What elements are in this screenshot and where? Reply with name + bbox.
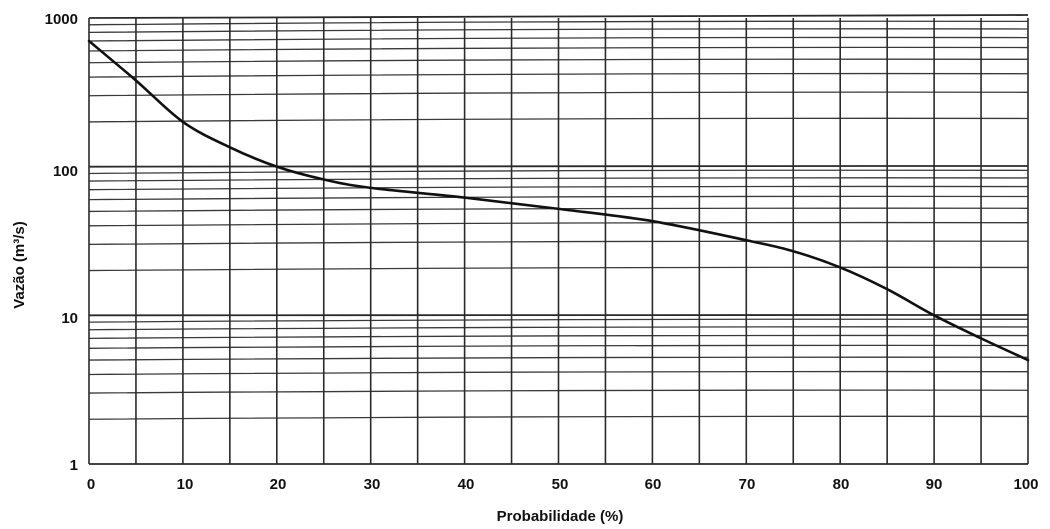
flow-duration-curve bbox=[87, 39, 1030, 362]
x-tick-label-20: 20 bbox=[270, 476, 287, 493]
y-tick-label-100: 100 bbox=[53, 163, 78, 180]
x-tick-label-50: 50 bbox=[552, 476, 569, 493]
x-tick-label-80: 80 bbox=[833, 476, 850, 493]
y-tick-label-10: 10 bbox=[61, 310, 78, 327]
x-tick-label-10: 10 bbox=[177, 476, 194, 493]
x-tick-label-30: 30 bbox=[364, 476, 381, 493]
x-tick-label-70: 70 bbox=[739, 476, 756, 493]
x-tick-label-0: 0 bbox=[87, 476, 95, 493]
x-tick-labels: 0 10 20 30 40 50 60 70 80 90 100 bbox=[87, 476, 1039, 493]
x-axis-title: Probabilidade (%) bbox=[497, 508, 624, 525]
x-tick-label-60: 60 bbox=[645, 476, 662, 493]
grid bbox=[88, 14, 1029, 465]
x-tick-label-100: 100 bbox=[1013, 476, 1038, 493]
grid-line-horizontal bbox=[88, 14, 1029, 19]
y-tick-labels: 1000 100 10 1 bbox=[45, 11, 78, 474]
y-tick-label-1000: 1000 bbox=[45, 11, 78, 28]
x-tick-label-90: 90 bbox=[926, 476, 943, 493]
y-tick-label-1: 1 bbox=[70, 457, 78, 474]
x-tick-label-40: 40 bbox=[458, 476, 475, 493]
y-axis-title: Vazão (m³/s) bbox=[11, 221, 28, 309]
